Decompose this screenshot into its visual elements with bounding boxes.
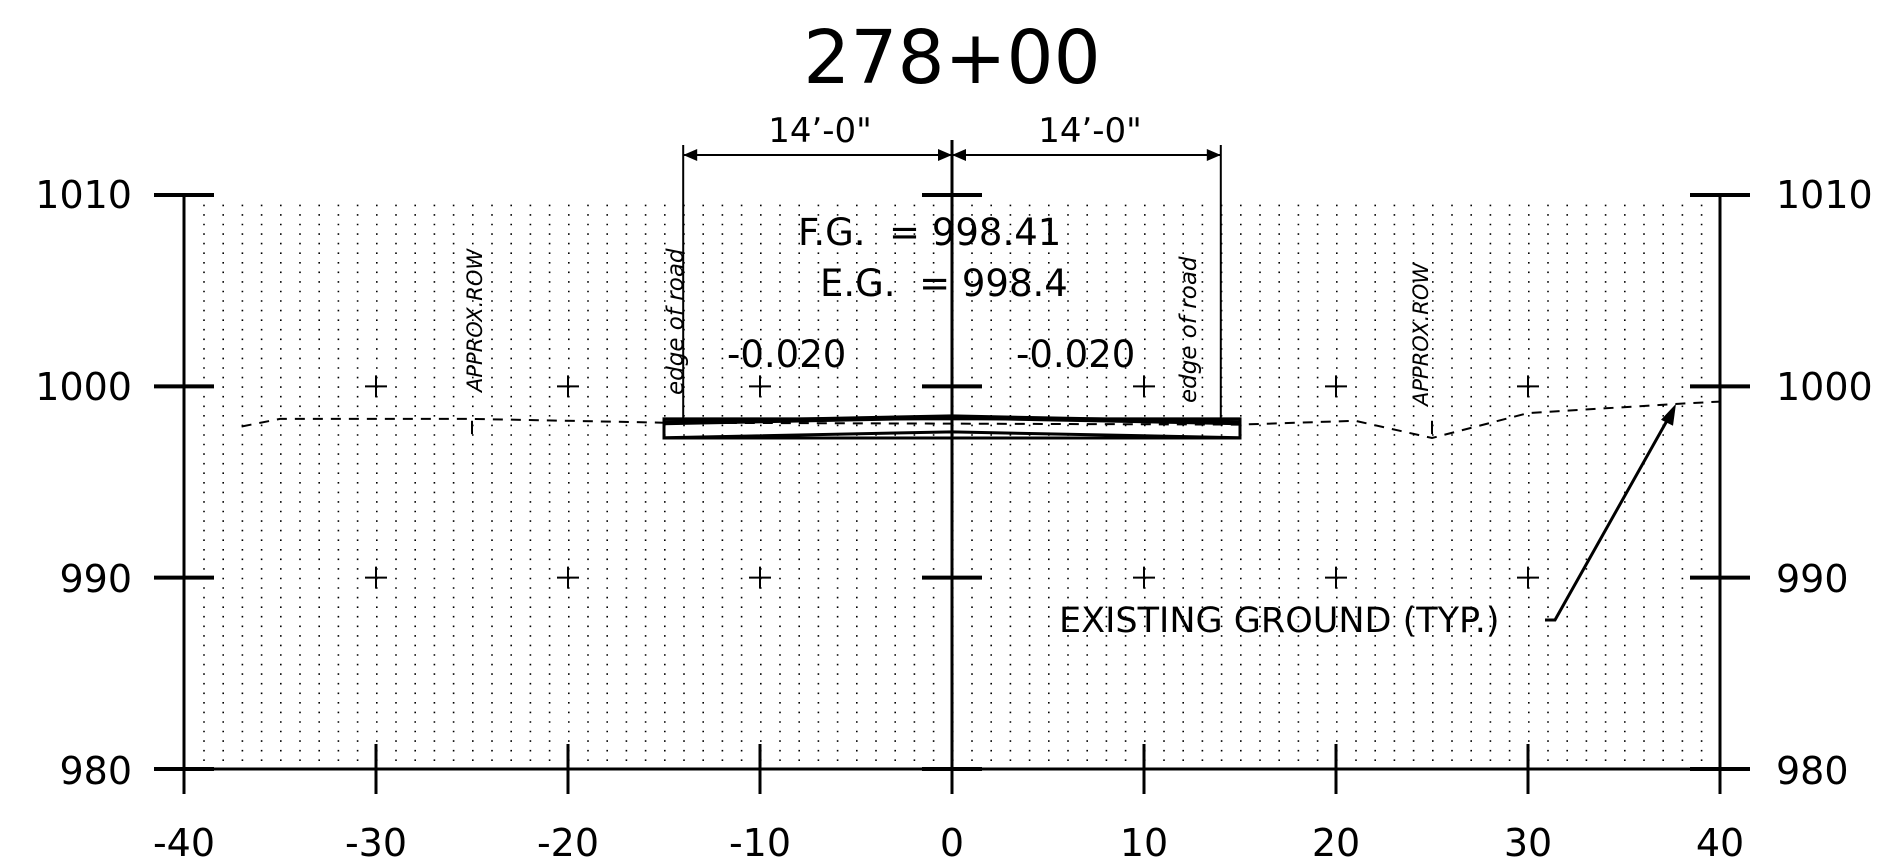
y-axis-labels-left: 1010 1000 990 980 [35,173,132,793]
existing-ground-profile [241,400,1721,440]
y-tick-label: 980 [1776,749,1849,793]
grid-plus-marker [557,375,579,398]
y-tick-label: 980 [59,749,132,793]
finished-grade-label: F.G. = 998.41 [798,211,1061,254]
existing-ground-leader [1545,410,1674,622]
dimension-arrow [952,149,966,161]
grid-plus-marker [1325,375,1347,398]
grid-plus-marker [1133,566,1155,589]
grid-plus-marker [557,566,579,589]
x-axis-labels: -40 -30 -20 -10 0 10 20 30 40 [153,821,1744,865]
left-cross-slope: -0.020 [727,333,846,376]
x-tick-label: 0 [940,821,964,865]
right-lane-dimension: 14’-0" [1038,111,1142,151]
grid-plus-marker [1133,375,1155,398]
station-title: 278+00 [803,15,1100,101]
existing-grade-label: E.G. = 998.4 [820,262,1068,305]
x-tick-label: 30 [1504,821,1552,865]
plot-frame [154,140,1750,794]
grid-plus-marker [1517,566,1539,589]
left-lane-dimension: 14’-0" [768,111,872,151]
y-tick-label: 1010 [1776,173,1873,217]
finished-grade-line [663,414,1241,426]
x-tick-label: 40 [1696,821,1744,865]
existing-ground-line [241,400,1721,440]
y-tick-label: 990 [1776,557,1849,601]
approx-row-right-label: APPROX.ROW [1409,262,1433,408]
road-section [662,403,1676,622]
y-tick-label: 1000 [1776,365,1873,409]
grid-plus-marker [1517,375,1539,398]
x-tick-label: 10 [1120,821,1168,865]
y-tick-label: 1010 [35,173,132,217]
pavement-bottom-line [663,430,1241,440]
existing-ground-label: EXISTING GROUND (TYP.) [1059,601,1499,641]
x-tick-label: -10 [729,821,791,865]
dimension-arrow [683,149,698,161]
edge-of-road-right-label: edge of road [1176,256,1202,403]
grid-plus-marker [365,375,387,398]
edge-of-road-left-label: edge of road [663,248,689,395]
x-tick-label: -40 [153,821,215,865]
grid-plus-marker [749,375,771,398]
grid-plus-marker [1325,566,1347,589]
y-tick-label: 990 [59,557,132,601]
approx-row-left-label: APPROX.ROW [463,248,487,394]
dimension-arrow [938,149,952,161]
x-tick-label: -30 [345,821,407,865]
existing-ground-arrowhead [1661,403,1676,426]
y-axis-labels-right: 1010 1000 990 980 [1776,173,1873,793]
right-cross-slope: -0.020 [1016,333,1135,376]
x-tick-label: -20 [537,821,599,865]
x-tick-label: 20 [1312,821,1360,865]
dimension-arrow [1206,149,1221,161]
grid-plus-marker [365,566,387,589]
y-tick-label: 1000 [35,365,132,409]
grid-plus-marker [749,566,771,589]
